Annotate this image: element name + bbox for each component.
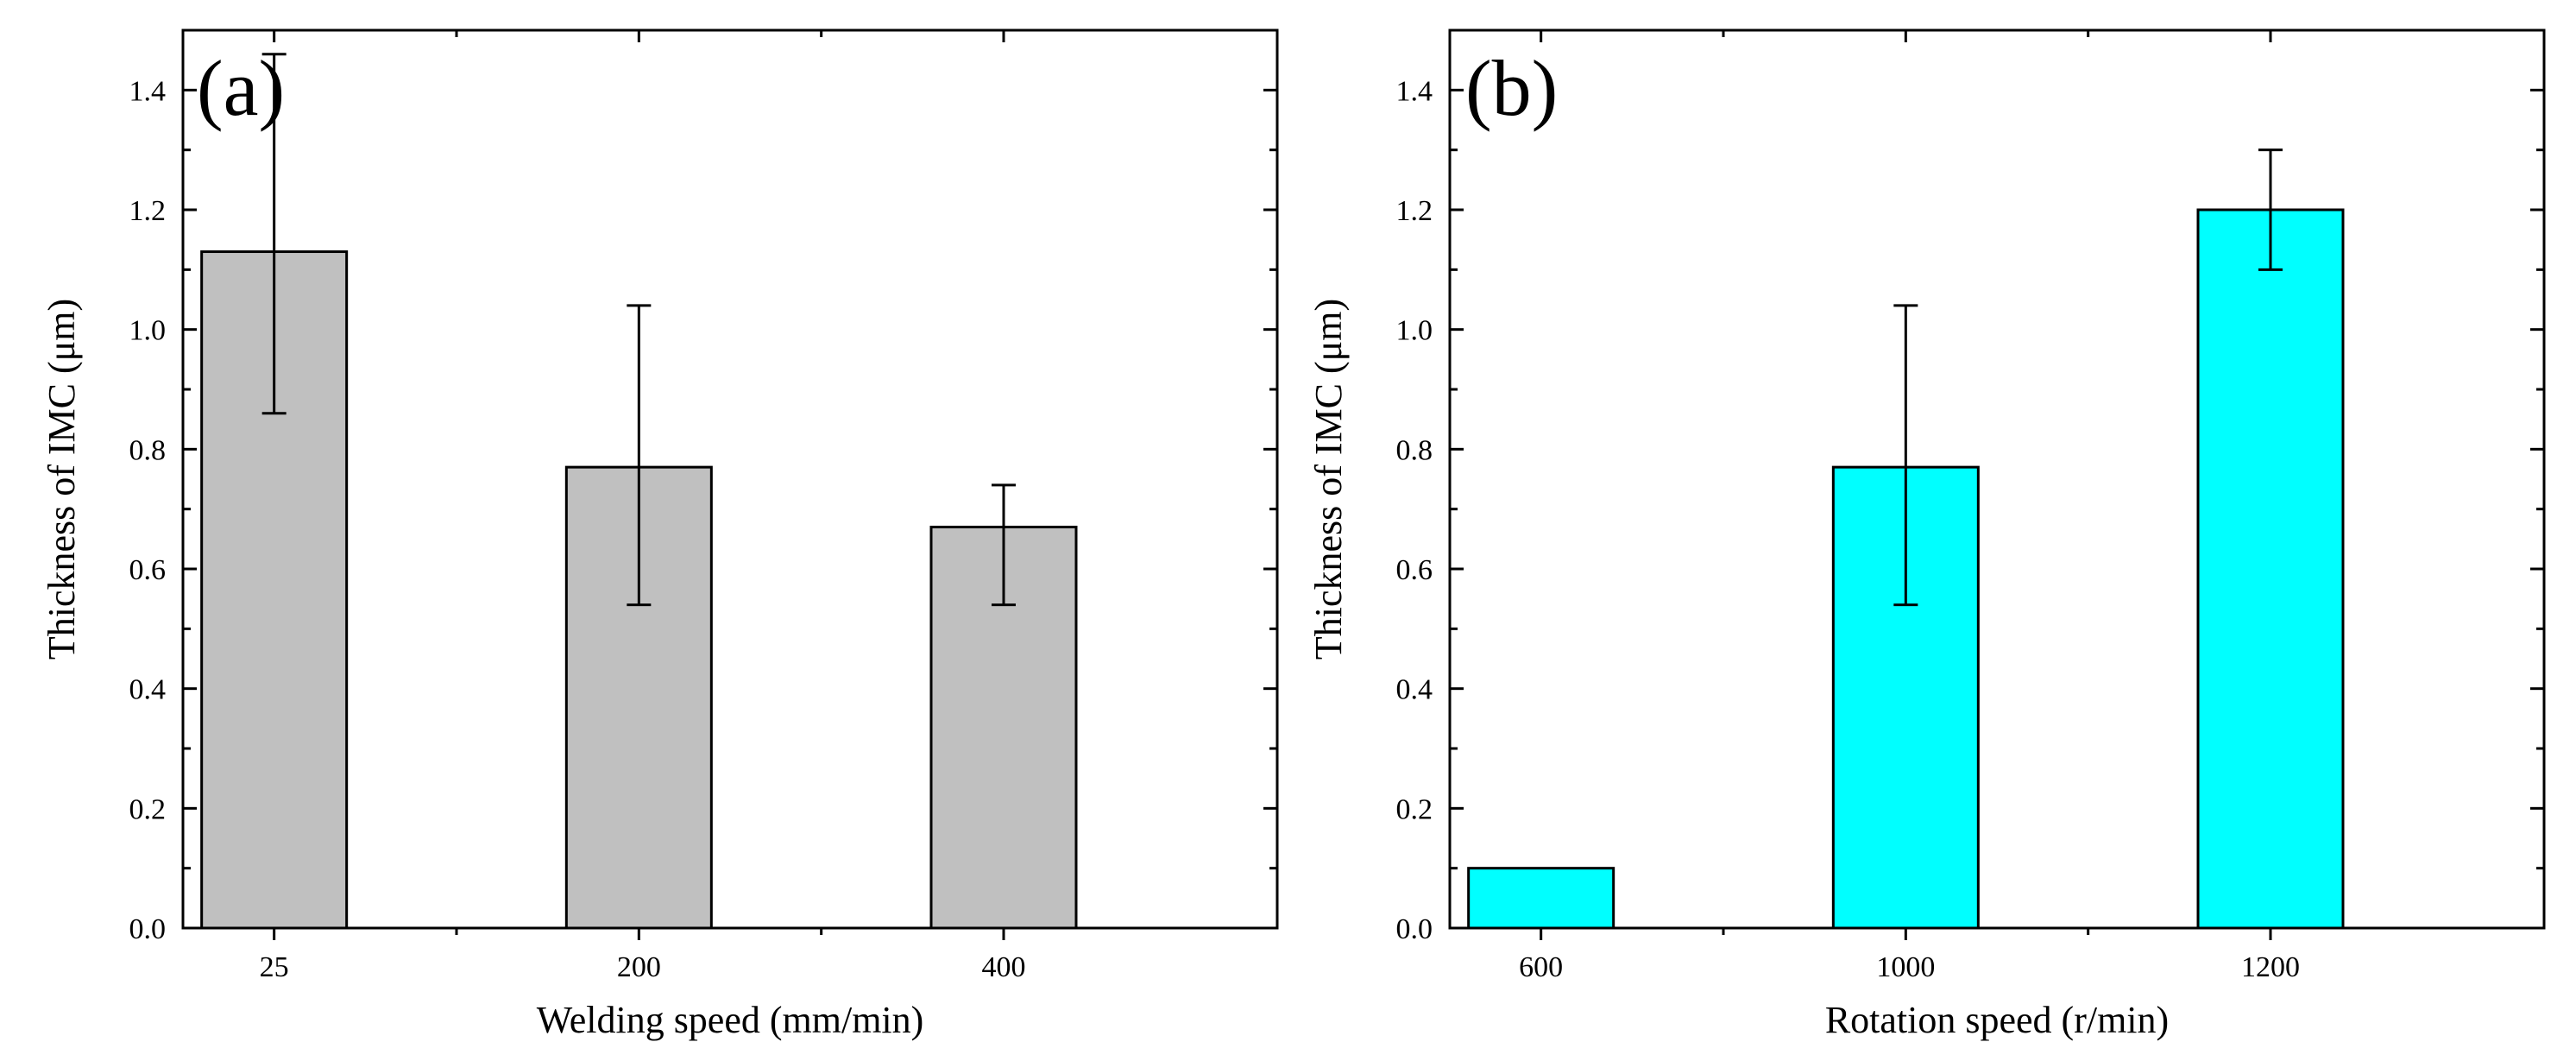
panel-b-y-tick-label: 0.4 bbox=[1396, 674, 1433, 706]
panel-b-y-tick-label: 0.8 bbox=[1396, 434, 1433, 466]
panel-a-plot-frame bbox=[181, 28, 1279, 930]
panel-a-x-tick-label: 400 bbox=[982, 951, 1026, 983]
panel-b-x-ticks: 600 1000 1200 bbox=[1519, 30, 2300, 983]
panel-b-y-axis-title: Thickness of IMC (μm) bbox=[1307, 299, 1350, 660]
panel-b-y-tick-label: 1.4 bbox=[1396, 75, 1433, 107]
panel-a-label: (a) bbox=[197, 44, 285, 132]
panel-b-error-bars bbox=[1893, 148, 2283, 607]
panel-a: 0.0 0.2 0.4 0.6 0.8 1.0 1.2 1.4 25 200 400 (a) We… bbox=[41, 28, 1279, 1041]
panel-b-y-tick-label: 0.2 bbox=[1396, 793, 1433, 825]
panel-b-y-ticks: 0.0 0.2 0.4 0.6 0.8 1.0 1.2 1.4 bbox=[1396, 75, 2544, 945]
panel-a-y-tick-label: 0.6 bbox=[129, 554, 167, 586]
panel-b: 0.0 0.2 0.4 0.6 0.8 1.0 1.2 1.4 600 1000 1200 (b)… bbox=[1307, 28, 2546, 1041]
panel-b-x-tick-label: 1000 bbox=[1876, 951, 1935, 983]
panel-b-x-tick-label: 1200 bbox=[2241, 951, 2300, 983]
panel-b-y-tick-label: 0.6 bbox=[1396, 554, 1433, 586]
panel-a-y-tick-label: 1.0 bbox=[129, 315, 167, 347]
panel-b-y-tick-label: 1.2 bbox=[1396, 195, 1433, 227]
panel-a-y-tick-label: 0.2 bbox=[129, 793, 167, 825]
panel-a-y-tick-label: 0.8 bbox=[129, 434, 167, 466]
panel-a-y-tick-label: 1.4 bbox=[129, 75, 167, 107]
panel-b-x-axis-title: Rotation speed (r/min) bbox=[1825, 999, 2169, 1041]
panel-a-x-ticks: 25 200 400 bbox=[260, 30, 1026, 983]
panel-a-y-tick-label: 0.4 bbox=[129, 674, 167, 706]
panel-b-bars bbox=[1467, 208, 2345, 930]
panel-a-y-ticks: 0.0 0.2 0.4 0.6 0.8 1.0 1.2 1.4 bbox=[129, 75, 1277, 945]
panel-a-x-tick-label: 25 bbox=[260, 951, 289, 983]
panel-a-x-axis-title: Welding speed (mm/min) bbox=[537, 999, 924, 1041]
panel-b-y-tick-label: 1.0 bbox=[1396, 315, 1433, 347]
panel-b-bar-1200 bbox=[2196, 208, 2345, 930]
panel-b-x-tick-label: 600 bbox=[1519, 951, 1563, 983]
panel-b-plot-frame bbox=[1448, 28, 2546, 930]
panel-b-y-tick-label: 0.0 bbox=[1396, 913, 1433, 945]
panel-a-error-bars bbox=[261, 53, 1016, 607]
panel-a-x-tick-label: 200 bbox=[617, 951, 661, 983]
panel-a-y-tick-label: 1.2 bbox=[129, 195, 167, 227]
panel-b-label: (b) bbox=[1465, 44, 1558, 132]
panel-a-y-tick-label: 0.0 bbox=[129, 913, 167, 945]
panel-b-bar-600 bbox=[1467, 867, 1616, 930]
panel-a-y-axis-title: Thickness of IMC (μm) bbox=[41, 299, 83, 660]
